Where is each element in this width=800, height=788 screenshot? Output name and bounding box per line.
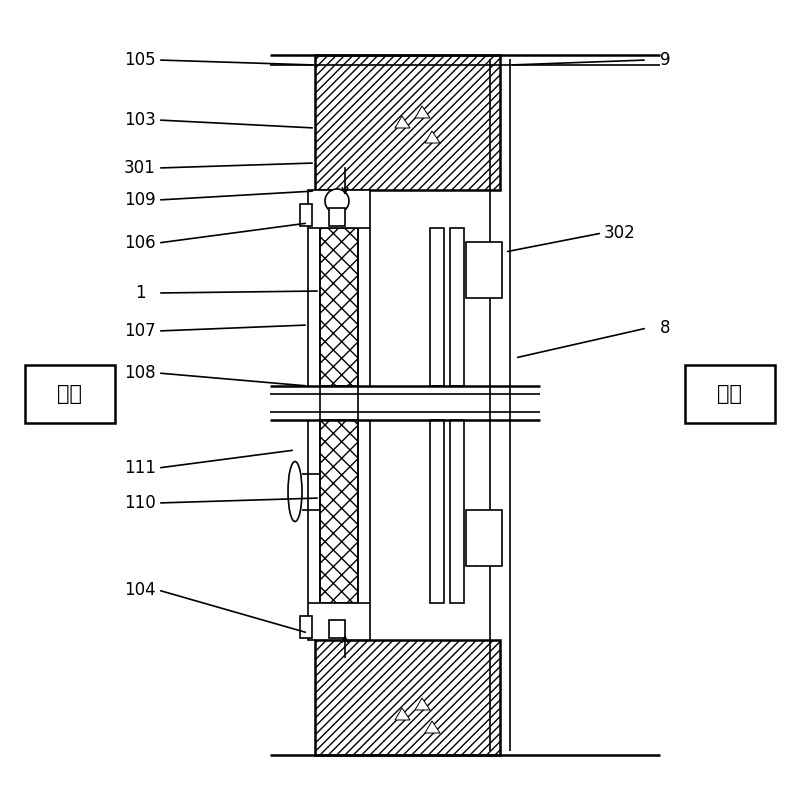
Text: 302: 302 bbox=[604, 224, 636, 242]
Bar bbox=[329, 620, 345, 638]
Text: 106: 106 bbox=[124, 234, 156, 252]
Bar bbox=[315, 640, 500, 755]
Bar bbox=[685, 365, 775, 423]
Text: 103: 103 bbox=[124, 111, 156, 129]
Bar bbox=[329, 208, 345, 226]
Polygon shape bbox=[395, 116, 410, 128]
Ellipse shape bbox=[288, 462, 302, 522]
Text: 110: 110 bbox=[124, 494, 156, 512]
Polygon shape bbox=[415, 106, 430, 118]
Bar bbox=[308, 603, 370, 640]
Bar bbox=[300, 204, 312, 226]
Bar bbox=[320, 420, 358, 603]
Text: 301: 301 bbox=[124, 159, 156, 177]
Circle shape bbox=[325, 189, 349, 213]
Polygon shape bbox=[425, 721, 440, 733]
Bar bbox=[315, 55, 500, 190]
Polygon shape bbox=[395, 708, 410, 720]
Text: 室内: 室内 bbox=[58, 384, 82, 404]
Polygon shape bbox=[425, 131, 440, 143]
Bar bbox=[450, 228, 464, 386]
Text: 104: 104 bbox=[124, 581, 156, 599]
Bar bbox=[308, 190, 370, 228]
Text: 111: 111 bbox=[124, 459, 156, 477]
Text: 107: 107 bbox=[124, 322, 156, 340]
Bar bbox=[466, 242, 502, 298]
Bar bbox=[291, 470, 298, 514]
Bar bbox=[320, 228, 358, 386]
Bar bbox=[25, 365, 115, 423]
Text: 室外: 室外 bbox=[718, 384, 742, 404]
Text: 109: 109 bbox=[124, 191, 156, 209]
Bar bbox=[430, 420, 444, 603]
Text: 8: 8 bbox=[660, 319, 670, 337]
Bar bbox=[430, 228, 444, 386]
Text: 108: 108 bbox=[124, 364, 156, 382]
Bar bbox=[450, 420, 464, 603]
Text: 9: 9 bbox=[660, 51, 670, 69]
Text: 1: 1 bbox=[134, 284, 146, 302]
Text: 105: 105 bbox=[124, 51, 156, 69]
Polygon shape bbox=[415, 698, 430, 710]
Bar bbox=[300, 616, 312, 638]
Bar bbox=[466, 510, 502, 566]
